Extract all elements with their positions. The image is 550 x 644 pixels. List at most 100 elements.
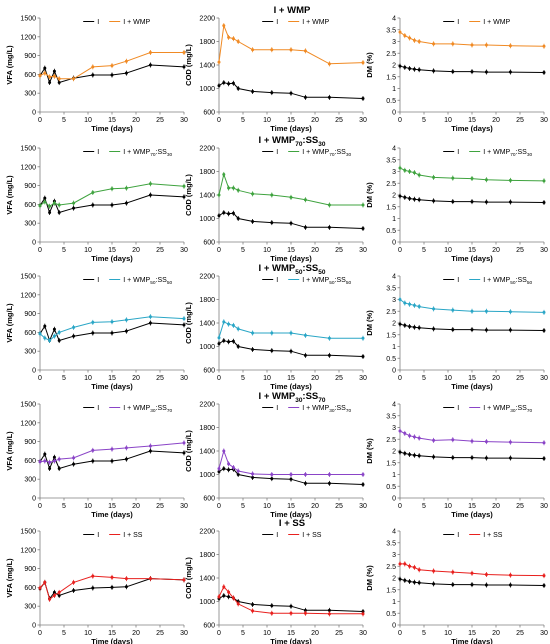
data-point bbox=[484, 572, 488, 576]
y-tick-label: 1800 bbox=[199, 169, 215, 176]
y-tick-label: 3.5 bbox=[386, 540, 396, 547]
data-point bbox=[451, 70, 455, 74]
x-tick-label: 20 bbox=[132, 630, 140, 637]
subscript: 50 bbox=[527, 280, 533, 286]
series-line-control bbox=[218, 595, 364, 612]
data-point bbox=[412, 67, 416, 71]
y-tick-label: 300 bbox=[24, 349, 36, 356]
data-point bbox=[270, 477, 274, 481]
data-point bbox=[303, 225, 307, 229]
legend-label-control: I bbox=[457, 405, 459, 412]
x-tick-label: 30 bbox=[359, 117, 367, 124]
data-point bbox=[236, 188, 240, 192]
y-tick-label: 1400 bbox=[199, 193, 215, 200]
data-point bbox=[508, 178, 512, 182]
y-tick-label: 3 bbox=[392, 39, 396, 46]
x-axis-label: Time (days) bbox=[451, 637, 493, 644]
data-point bbox=[417, 68, 421, 72]
data-point bbox=[48, 204, 52, 208]
x-tick-label: 10 bbox=[263, 247, 271, 254]
data-point bbox=[57, 339, 61, 343]
data-point bbox=[542, 44, 546, 48]
subscript: 50 bbox=[295, 269, 303, 276]
data-point bbox=[484, 583, 488, 587]
data-point bbox=[110, 575, 114, 579]
data-point bbox=[398, 194, 402, 198]
data-point bbox=[508, 440, 512, 444]
data-point bbox=[222, 585, 226, 589]
x-tick-label: 20 bbox=[492, 247, 500, 254]
y-tick-label: 0 bbox=[32, 368, 36, 375]
data-point bbox=[327, 62, 331, 66]
x-tick-label: 25 bbox=[156, 503, 164, 510]
x-tick-label: 10 bbox=[84, 117, 92, 124]
data-point bbox=[227, 468, 231, 472]
y-axis-label: DM (%) bbox=[365, 182, 374, 208]
y-tick-label: 600 bbox=[24, 458, 36, 465]
y-tick-label: 1400 bbox=[199, 321, 215, 328]
y-axis-label: COD (mg/L) bbox=[184, 557, 193, 599]
x-tick-label: 15 bbox=[287, 375, 295, 382]
chart: 600 1000 1400 1800 2200 0 5 10 15 20 25 30 Time (day… bbox=[184, 274, 367, 392]
data-point bbox=[508, 328, 512, 332]
x-tick-label: 20 bbox=[311, 117, 319, 124]
data-point bbox=[227, 340, 231, 344]
data-point bbox=[236, 602, 240, 606]
data-point bbox=[289, 604, 293, 608]
x-tick-label: 15 bbox=[287, 247, 295, 254]
chart: 0 300 600 900 1200 1500 0 5 10 15 20 25 30 Time (days… bbox=[5, 146, 188, 264]
data-point bbox=[43, 580, 47, 584]
x-tick-label: 30 bbox=[180, 630, 188, 637]
x-axis-label: Time (days) bbox=[270, 124, 312, 133]
data-point bbox=[289, 195, 293, 199]
y-tick-label: 300 bbox=[24, 477, 36, 484]
subscript: 50 bbox=[329, 280, 335, 286]
x-tick-label: 5 bbox=[241, 630, 245, 637]
data-point bbox=[289, 48, 293, 52]
data-point bbox=[398, 429, 402, 433]
y-tick-label: 600 bbox=[24, 585, 36, 592]
x-tick-label: 15 bbox=[108, 117, 116, 124]
data-point bbox=[412, 580, 416, 584]
data-point bbox=[110, 585, 114, 589]
data-point bbox=[182, 317, 186, 321]
chart: 600 1000 1400 1800 2200 0 5 10 15 20 25 30 Time (day… bbox=[184, 146, 367, 264]
x-tick-label: 15 bbox=[468, 117, 476, 124]
data-point bbox=[403, 562, 407, 566]
y-tick-label: 2 bbox=[392, 321, 396, 328]
chart: 0 0.5 1 1.5 2 2.5 3 3.5 4 0 5 10 15 20 25 30 Time (days)… bbox=[365, 146, 548, 264]
legend-label-treatment: I + SS bbox=[123, 532, 143, 539]
legend-label-treatment: I + WMP50:SS50 bbox=[123, 277, 172, 286]
data-point bbox=[217, 193, 221, 197]
y-tick-label: 0.5 bbox=[386, 356, 396, 363]
y-tick-label: 3.5 bbox=[386, 157, 396, 164]
x-tick-label: 30 bbox=[540, 503, 548, 510]
x-tick-label: 20 bbox=[492, 503, 500, 510]
data-point bbox=[403, 65, 407, 69]
data-point bbox=[72, 325, 76, 329]
data-point bbox=[227, 462, 231, 466]
y-tick-label: 900 bbox=[24, 53, 36, 60]
x-tick-label: 10 bbox=[444, 375, 452, 382]
data-point bbox=[542, 574, 546, 578]
data-point bbox=[110, 187, 114, 191]
x-tick-label: 20 bbox=[132, 375, 140, 382]
data-point bbox=[398, 30, 402, 34]
data-point bbox=[217, 470, 221, 474]
y-tick-label: 1800 bbox=[199, 297, 215, 304]
x-tick-label: 15 bbox=[108, 247, 116, 254]
legend-label-treatment: I + WMP70:SS30 bbox=[123, 149, 172, 158]
data-point bbox=[470, 200, 474, 204]
x-tick-label: 30 bbox=[180, 375, 188, 382]
data-point bbox=[91, 190, 95, 194]
legend-label-control: I bbox=[97, 405, 99, 412]
text-part: :SS bbox=[156, 277, 168, 284]
data-point bbox=[182, 323, 186, 327]
data-point bbox=[470, 70, 474, 74]
x-tick-label: 25 bbox=[335, 247, 343, 254]
data-point bbox=[231, 465, 235, 469]
x-tick-label: 0 bbox=[398, 247, 402, 254]
y-tick-label: 2.5 bbox=[386, 51, 396, 58]
y-axis-label: VFA (mg/L) bbox=[5, 45, 14, 85]
data-point bbox=[148, 577, 152, 581]
